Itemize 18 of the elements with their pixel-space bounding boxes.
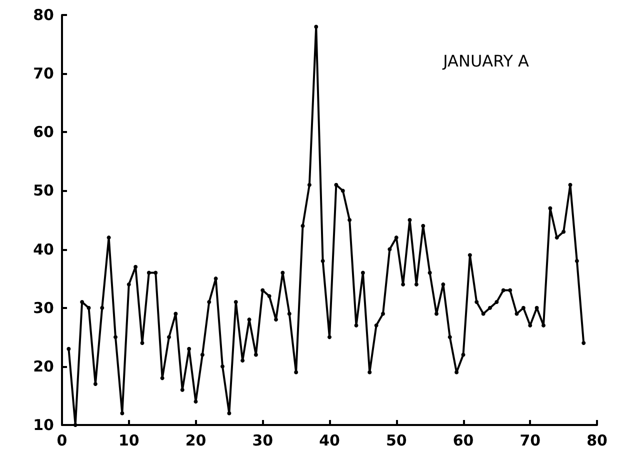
- x-tick-label: 20: [185, 432, 206, 450]
- x-tick-label: 70: [520, 432, 541, 450]
- x-tick-label: 60: [452, 432, 474, 450]
- y-tick-label: 30: [33, 298, 54, 317]
- x-tick-label: 80: [586, 432, 608, 450]
- y-tick-label: 80: [33, 6, 54, 24]
- y-tick-label: 70: [33, 64, 54, 83]
- text: JANUARY A: [442, 52, 530, 70]
- y-tick-label: 10: [33, 416, 54, 434]
- x-tick-label: 0: [56, 432, 68, 450]
- x-tick-label: 10: [118, 432, 140, 450]
- y-tick-label: 50: [33, 182, 54, 200]
- x-tick-label: 30: [252, 432, 274, 450]
- y-tick-label: 60: [33, 123, 54, 142]
- y-tick-label: 20: [33, 357, 54, 376]
- x-tick-label: 40: [319, 432, 340, 450]
- x-tick-label: 50: [386, 432, 407, 450]
- y-tick-label: 40: [33, 240, 54, 258]
